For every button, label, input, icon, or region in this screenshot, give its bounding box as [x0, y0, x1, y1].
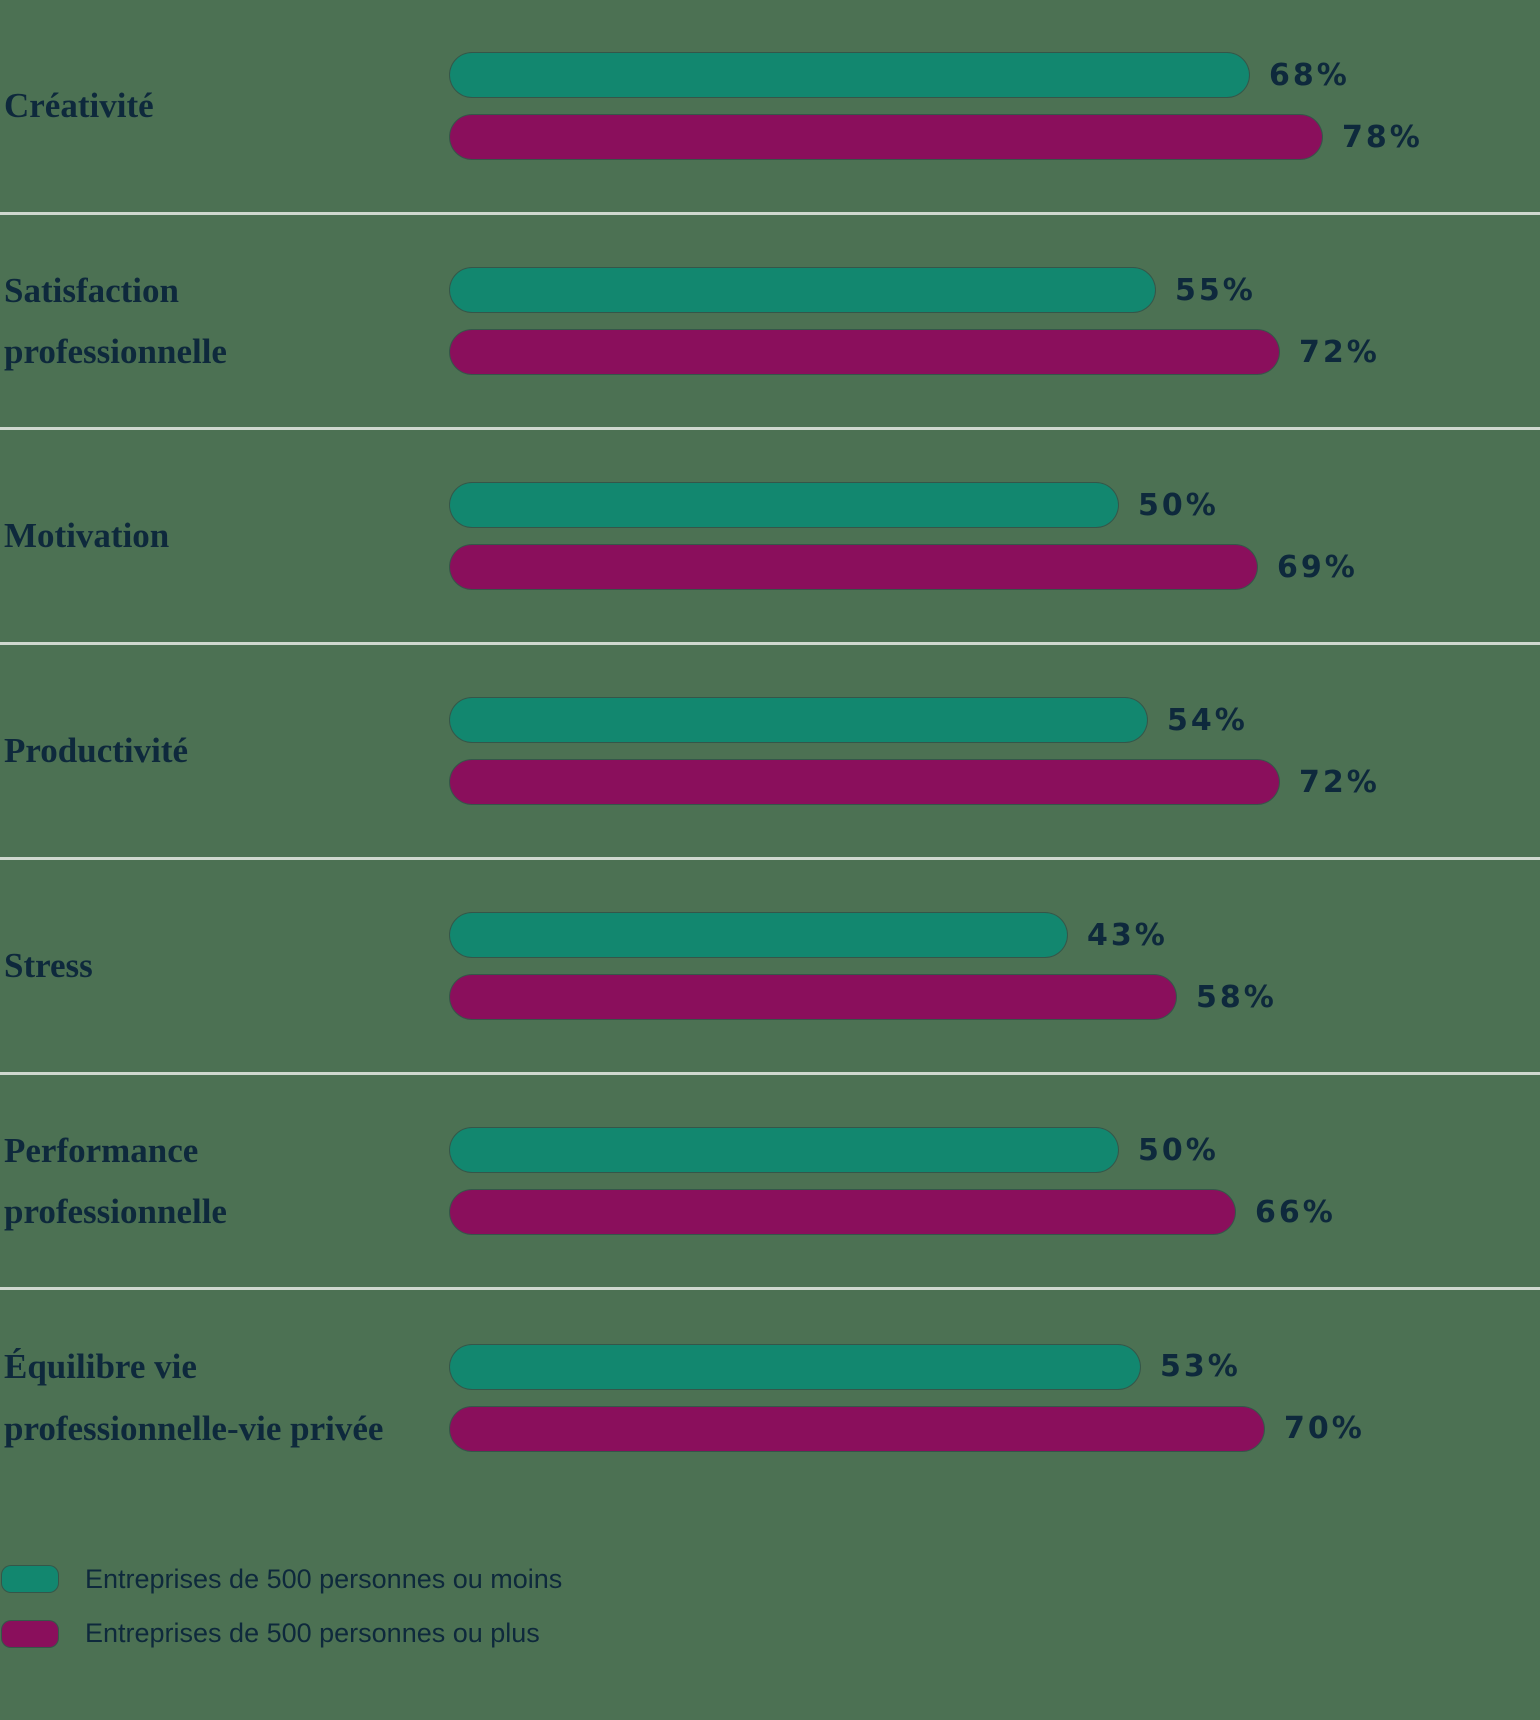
value-label: 55% [1175, 272, 1256, 308]
bar-line-large-company: 72% [450, 330, 1540, 374]
legend-item-large-companies: Entreprises de 500 personnes ou plus [2, 1617, 1540, 1649]
legend-label-large-companies: Entreprises de 500 personnes ou plus [85, 1618, 540, 1649]
bar-large-company [450, 545, 1257, 589]
bar-group: 54% 72% [450, 698, 1540, 804]
bar-line-large-company: 70% [450, 1406, 1540, 1451]
bar-line-small-company: 43% [450, 913, 1540, 957]
bar-line-small-company: 54% [450, 698, 1540, 742]
bar-group: 55% 72% [450, 268, 1540, 374]
bar-small-company [450, 483, 1118, 527]
bar-group: 50% 66% [450, 1128, 1540, 1234]
value-label: 53% [1160, 1349, 1241, 1384]
category-label: Satisfaction professionnelle [4, 270, 227, 371]
bar-small-company [450, 268, 1155, 312]
bar-line-large-company: 69% [450, 545, 1540, 589]
value-label: 69% [1277, 549, 1358, 585]
value-label: 50% [1138, 1132, 1219, 1168]
chart-row: Stress 43% 58% [0, 860, 1540, 1075]
bar-small-company [450, 913, 1067, 957]
value-label: 50% [1138, 487, 1219, 523]
chart-row: Productivité 54% 72% [0, 645, 1540, 860]
category-label: Équilibre vie professionnelle-vie privée [4, 1347, 384, 1448]
chart-row: Équilibre vie professionnelle-vie privée… [0, 1290, 1540, 1505]
bar-group: 53% 70% [450, 1344, 1540, 1451]
category-label: Productivité [4, 731, 189, 771]
bar-small-company [450, 1344, 1140, 1389]
legend-item-small-companies: Entreprises de 500 personnes ou moins [2, 1563, 1540, 1595]
bar-line-large-company: 58% [450, 975, 1540, 1019]
value-label: 66% [1255, 1194, 1336, 1230]
bar-line-small-company: 53% [450, 1344, 1540, 1389]
bar-small-company [450, 53, 1249, 97]
bar-small-company [450, 1128, 1118, 1172]
value-label: 68% [1269, 57, 1350, 93]
category-label: Motivation [4, 516, 170, 556]
bar-large-company [450, 115, 1322, 159]
bar-large-company [450, 1190, 1235, 1234]
value-label: 78% [1342, 119, 1423, 155]
bar-line-small-company: 55% [450, 268, 1540, 312]
legend: Entreprises de 500 personnes ou moins En… [0, 1505, 1540, 1650]
bar-group: 68% 78% [450, 53, 1540, 159]
bar-line-large-company: 78% [450, 115, 1540, 159]
legend-swatch-large-companies [2, 1620, 58, 1647]
bar-line-small-company: 68% [450, 53, 1540, 97]
chart-row: Créativité 68% 78% [0, 0, 1540, 215]
category-label: Créativité [4, 86, 154, 126]
chart-row: Performance professionnelle 50% 66% [0, 1075, 1540, 1290]
bar-small-company [450, 698, 1147, 742]
bar-line-small-company: 50% [450, 483, 1540, 527]
value-label: 72% [1299, 764, 1380, 800]
bar-line-small-company: 50% [450, 1128, 1540, 1172]
bar-large-company [450, 1406, 1264, 1451]
bar-group: 50% 69% [450, 483, 1540, 589]
chart-row: Satisfaction professionnelle 55% 72% [0, 215, 1540, 430]
legend-swatch-small-companies [2, 1566, 58, 1593]
chart-rows: Créativité 68% 78% Satisfaction professionn… [0, 0, 1540, 1505]
category-label: Performance professionnelle [4, 1130, 227, 1231]
value-label: 58% [1196, 979, 1277, 1015]
bar-line-large-company: 66% [450, 1190, 1540, 1234]
bar-large-company [450, 975, 1176, 1019]
bar-line-large-company: 72% [450, 760, 1540, 804]
value-label: 70% [1284, 1411, 1365, 1446]
bar-large-company [450, 330, 1279, 374]
category-label: Stress [4, 946, 93, 986]
value-label: 72% [1299, 334, 1380, 370]
legend-label-small-companies: Entreprises de 500 personnes ou moins [85, 1564, 563, 1594]
value-label: 43% [1087, 917, 1168, 953]
bar-large-company [450, 760, 1279, 804]
bar-group: 43% 58% [450, 913, 1540, 1019]
chart-row: Motivation 50% 69% [0, 430, 1540, 645]
value-label: 54% [1167, 702, 1248, 738]
